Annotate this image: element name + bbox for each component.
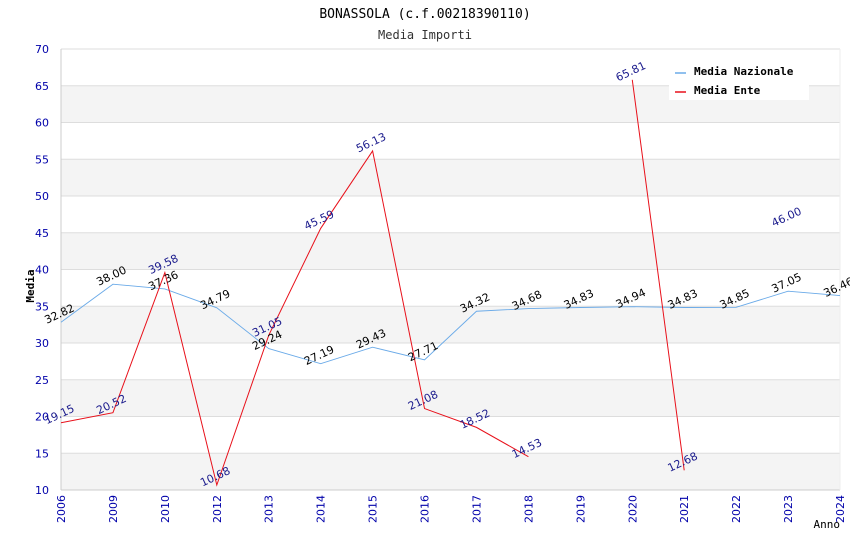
- chart-title: BONASSOLA (c.f.00218390110): [319, 7, 530, 22]
- x-tick-label: 2013: [263, 495, 276, 523]
- grid-band: [61, 453, 840, 490]
- y-tick-label: 60: [35, 117, 49, 130]
- axes: [60, 49, 841, 491]
- x-tick-label: 2009: [107, 495, 120, 523]
- y-axis-label: Media: [24, 269, 37, 302]
- x-tick-label: 2019: [574, 495, 587, 523]
- legend-label-ente: Media Ente: [694, 84, 761, 97]
- x-tick-label: 2021: [678, 495, 691, 523]
- chart-subtitle: Media Importi: [378, 28, 472, 42]
- grid-band: [61, 232, 840, 270]
- x-tick-label: 2012: [211, 495, 224, 523]
- x-tick-label: 2024: [834, 495, 847, 523]
- grid-band: [61, 379, 840, 417]
- grid-bands: [61, 49, 840, 490]
- x-tick-label: 2018: [522, 495, 535, 523]
- x-tick-label: 2023: [782, 495, 795, 523]
- x-tick-label: 2016: [419, 495, 432, 523]
- y-tick-label: 70: [35, 43, 49, 56]
- grid-band: [61, 306, 840, 343]
- x-tick-label: 2014: [315, 495, 328, 523]
- grid-band: [61, 269, 840, 307]
- legend: Media Nazionale Media Ente: [669, 60, 809, 100]
- series-line-nazionale: [60, 283, 841, 365]
- y-tick-label: 20: [35, 411, 49, 424]
- y-tick-label: 65: [35, 80, 49, 93]
- x-tick-labels: 2006 2009 2010 2012 2013 2014 2015 2016 2017 2018…: [55, 495, 847, 523]
- x-tick-label: 2020: [626, 495, 639, 523]
- grid-band: [61, 196, 840, 233]
- legend-box: [669, 60, 809, 100]
- x-tick-label: 2006: [55, 495, 68, 523]
- y-tick-label: 15: [35, 447, 49, 460]
- y-tick-label: 30: [35, 337, 49, 350]
- y-tick-label: 40: [35, 264, 49, 277]
- y-tick-label: 45: [35, 227, 49, 240]
- y-tick-label: 25: [35, 374, 49, 387]
- series-lines: [60, 80, 841, 485]
- y-tick-label: 50: [35, 190, 49, 203]
- y-tick-label: 10: [35, 484, 49, 497]
- x-tick-label: 2017: [470, 495, 483, 523]
- x-tick-label: 2022: [730, 495, 743, 523]
- x-tick-label: 2015: [367, 495, 380, 523]
- x-axis-label: Anno: [814, 518, 841, 531]
- grid-band: [61, 122, 840, 160]
- grid-band: [61, 416, 840, 454]
- legend-label-nazionale: Media Nazionale: [694, 65, 794, 78]
- y-tick-label: 55: [35, 153, 49, 166]
- y-tick-labels: 10 15 20 25 30 35 40 45 50 55 60 65 70: [35, 43, 49, 497]
- x-tick-label: 2010: [159, 495, 172, 523]
- y-tick-label: 35: [35, 300, 49, 313]
- grid-band: [61, 159, 840, 196]
- grid-band: [61, 343, 840, 380]
